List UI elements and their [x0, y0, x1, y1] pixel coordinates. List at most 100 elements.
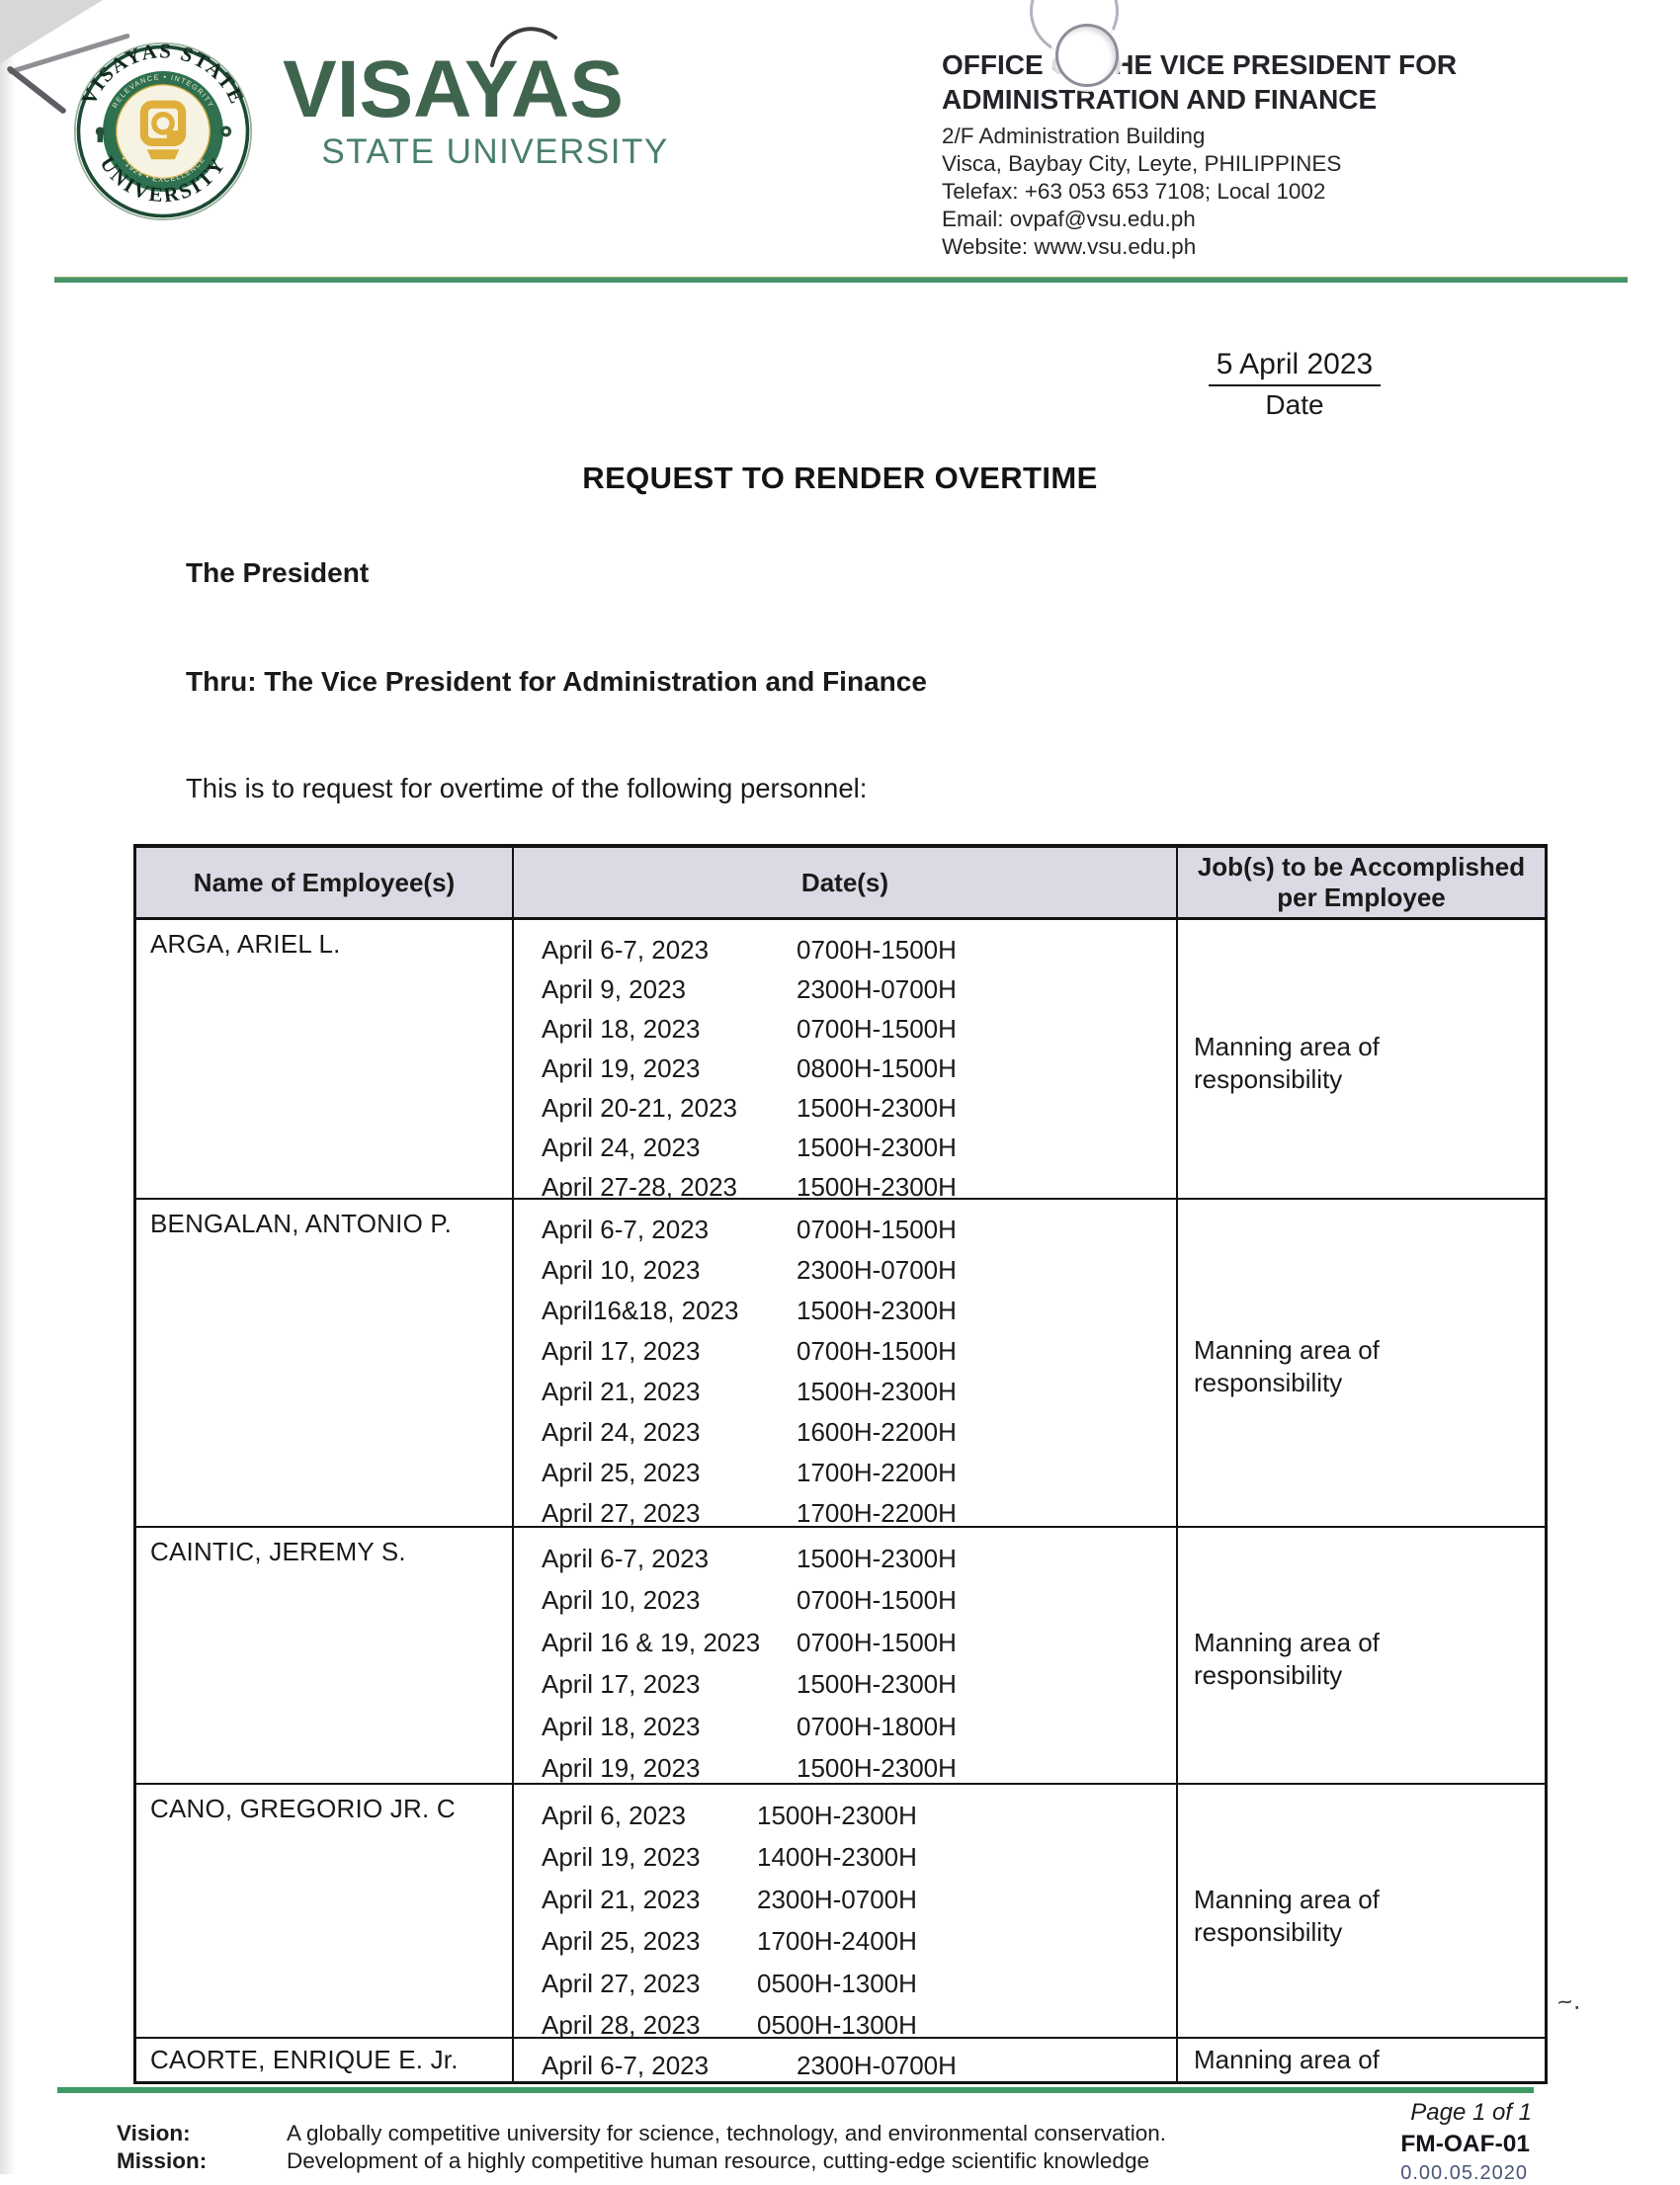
- time-range-text: 1400H-2300H: [757, 1842, 917, 1873]
- date-line: April 27, 2023 0500H-1300H: [542, 1963, 1176, 2005]
- date-text: April 9, 2023: [542, 973, 686, 1004]
- time-range-text: 0700H-1500H: [797, 1627, 957, 1657]
- column-header-name: Name of Employee(s): [136, 848, 514, 917]
- date-text: April 17, 2023: [542, 1336, 701, 1366]
- date-label: Date: [1265, 389, 1324, 420]
- office-telefax: Telefax: +63 053 653 7108; Local 1002: [942, 179, 1326, 204]
- time-range-text: 1500H-2300H: [797, 1092, 957, 1123]
- university-wordmark: VISAYAS STATE UNIVERSITY: [283, 46, 717, 172]
- pen-scribble-artifact: ~.: [1554, 1984, 1582, 2018]
- date-line: April 21, 2023 2300H-0700H: [542, 1879, 1176, 1921]
- date-line: April 28, 2023 0500H-1300H: [542, 2005, 1176, 2039]
- date-line: April 6-7, 2023 0700H-1500H: [542, 1210, 1176, 1250]
- overtime-table: Name of Employee(s) Date(s) Job(s) to be…: [133, 844, 1548, 2084]
- date-text: April 28, 2023: [542, 2010, 701, 2039]
- table-header-row: Name of Employee(s) Date(s) Job(s) to be…: [136, 848, 1545, 920]
- date-line: April 19, 2023 1500H-2300H: [542, 1748, 1176, 1784]
- date-line: April 21, 2023 1500H-2300H: [542, 1372, 1176, 1412]
- date-text: April 21, 2023: [542, 1377, 701, 1406]
- mission-text: Development of a highly competitive huma…: [287, 2148, 1149, 2173]
- column-header-job: Job(s) to be Accomplished per Employee: [1197, 852, 1526, 912]
- date-line: April 9, 2023 2300H-0700H: [542, 969, 1176, 1009]
- date-text: April 20-21, 2023: [542, 1092, 738, 1123]
- date-text: April 27, 2023: [542, 1968, 701, 1998]
- date-line: April 18, 2023 0700H-1500H: [542, 1009, 1176, 1049]
- date-line: April 6-7, 2023 1500H-2300H: [542, 1538, 1176, 1580]
- date-text: April 19, 2023: [542, 1052, 701, 1083]
- date-text: April 6-7, 2023: [542, 1215, 710, 1244]
- date-text: April 6-7, 2023: [542, 2050, 710, 2080]
- hole-punch-artifact: [1055, 24, 1119, 87]
- vision-row: Vision: A globally competitive universit…: [117, 2121, 1342, 2146]
- column-header-dates: Date(s): [514, 848, 1178, 917]
- date-line: April 27-28, 2023 1500H-2300H: [542, 1167, 1176, 1200]
- date-text: April 6, 2023: [542, 1800, 686, 1830]
- time-range-text: 1500H-2300H: [797, 1377, 957, 1406]
- date-line: April 25, 2023 1700H-2400H: [542, 1921, 1176, 1964]
- time-range-text: 1500H-2300H: [797, 1171, 957, 1200]
- date-text: April 10, 2023: [542, 1585, 701, 1616]
- date-line: April 27, 2023 1700H-2200H: [542, 1493, 1176, 1528]
- university-seal-logo: VISAYAS STATE UNIVERSITY RELEVANCE • INT…: [73, 39, 253, 226]
- date-text: April 21, 2023: [542, 1884, 701, 1914]
- scan-edge-shadow: [0, 0, 16, 2174]
- employee-name: ARGA, ARIEL L.: [136, 920, 514, 1198]
- date-text: April 19, 2023: [542, 1753, 701, 1784]
- letterhead-office-block: OFFICE OF THE VICE PRESIDENT FOR ADMINIS…: [942, 47, 1594, 261]
- time-range-text: 1500H-2300H: [797, 1669, 957, 1700]
- date-text: April 27, 2023: [542, 1498, 701, 1528]
- date-lines: April 6-7, 2023 0700H-1500H April 10, 2023…: [514, 1200, 1178, 1528]
- time-range-text: 0500H-1300H: [757, 2010, 917, 2039]
- date-line: April 19, 2023 1400H-2300H: [542, 1837, 1176, 1880]
- page-number-label: Page 1 of 1: [1410, 2099, 1532, 2126]
- vision-text: A globally competitive university for sc…: [287, 2121, 1167, 2145]
- date-lines: April 6-7, 2023 0700H-1500H April 9, 2023 2…: [514, 920, 1178, 1200]
- time-range-text: 1500H-2300H: [797, 1543, 957, 1573]
- time-range-text: 0500H-1300H: [757, 1968, 917, 1998]
- date-line: April 18, 2023 0700H-1800H: [542, 1706, 1176, 1748]
- office-title-line2: ADMINISTRATION AND FINANCE: [942, 84, 1378, 115]
- date-line: April 6-7, 2023 2300H-0700H: [542, 2046, 1176, 2081]
- time-range-text: 0700H-1800H: [797, 1711, 957, 1741]
- date-text: April 24, 2023: [542, 1417, 701, 1447]
- date-line: April 25, 2023 1700H-2200H: [542, 1453, 1176, 1493]
- date-lines: April 6-7, 2023 1500H-2300H April 10, 2023…: [514, 1528, 1178, 1784]
- time-range-text: 1500H-2300H: [797, 1753, 957, 1784]
- time-range-text: 1500H-2300H: [797, 1296, 957, 1325]
- wordmark-state-university: STATE UNIVERSITY: [321, 132, 669, 172]
- time-range-text: 2300H-0700H: [797, 973, 957, 1004]
- date-line: April 10, 2023 2300H-0700H: [542, 1250, 1176, 1291]
- recipient-line: The President: [186, 557, 370, 588]
- date-line: April 20-21, 2023 1500H-2300H: [542, 1088, 1176, 1128]
- time-range-text: 0700H-1500H: [797, 1585, 957, 1616]
- date-text: April 24, 2023: [542, 1132, 701, 1162]
- office-location: Visca, Baybay City, Leyte, PHILIPPINES: [942, 151, 1342, 176]
- date-text: April 6-7, 2023: [542, 1543, 710, 1573]
- time-range-text: 0700H-1500H: [797, 934, 957, 965]
- time-range-text: 2300H-0700H: [757, 1884, 917, 1914]
- office-address: 2/F Administration Building: [942, 124, 1206, 148]
- mission-label: Mission:: [117, 2148, 208, 2173]
- employee-job: Manning area of responsibility: [1194, 1032, 1380, 1094]
- table-row: BENGALAN, ANTONIO P. April 6-7, 2023 0700…: [136, 1200, 1545, 1528]
- seal-center-emblem: [95, 100, 232, 160]
- date-lines: April 6, 2023 1500H-2300H April 19, 2023 14…: [514, 1785, 1178, 2039]
- date-lines: April 6-7, 2023 2300H-0700H: [514, 2039, 1178, 2081]
- date-line: April 19, 2023 0800H-1500H: [542, 1049, 1176, 1088]
- office-email: Email: ovpaf@vsu.edu.ph: [942, 207, 1196, 231]
- table-row: CAINTIC, JEREMY S. April 6-7, 2023 1500H-…: [136, 1528, 1545, 1785]
- employee-name: CANO, GREGORIO JR. C: [136, 1785, 514, 2037]
- date-text: April 27-28, 2023: [542, 1171, 738, 1200]
- page-curl-artifact: [486, 18, 563, 82]
- date-text: April16&18, 2023: [542, 1296, 739, 1325]
- time-range-text: 0800H-1500H: [797, 1052, 957, 1083]
- date-text: April 25, 2023: [542, 1458, 701, 1487]
- thru-line: Thru: The Vice President for Administrat…: [186, 666, 927, 697]
- date-line: April16&18, 2023 1500H-2300H: [542, 1291, 1176, 1331]
- time-range-text: 2300H-0700H: [797, 1255, 957, 1285]
- date-text: April 17, 2023: [542, 1669, 701, 1700]
- date-text: April 18, 2023: [542, 1711, 701, 1741]
- time-range-text: 1500H-2300H: [757, 1800, 917, 1830]
- employee-job: Manning area of responsibility: [1194, 1335, 1380, 1397]
- employee-rows: ARGA, ARIEL L. April 6-7, 2023 0700H-1500…: [136, 920, 1545, 2081]
